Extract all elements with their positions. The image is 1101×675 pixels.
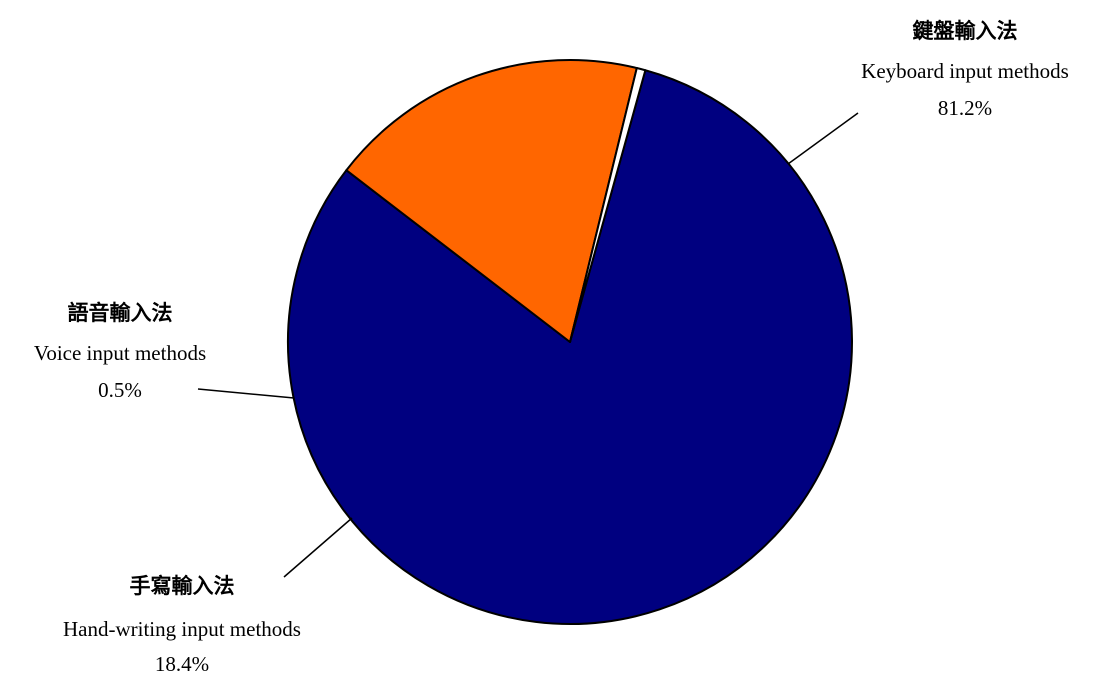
slice-value-label-handwriting: 18.4% bbox=[155, 652, 209, 675]
slice-label-zh-handwriting: 手寫輸入法 bbox=[130, 574, 235, 598]
slice-label-zh-keyboard: 鍵盤輸入法 bbox=[913, 19, 1018, 43]
slice-label-en-keyboard: Keyboard input methods bbox=[861, 59, 1069, 83]
slice-label-en-handwriting: Hand-writing input methods bbox=[63, 617, 301, 641]
leader-line-voice bbox=[198, 389, 294, 398]
slice-value-label-keyboard: 81.2% bbox=[938, 96, 992, 120]
slice-value-label-voice: 0.5% bbox=[98, 378, 142, 402]
slice-label-en-voice: Voice input methods bbox=[34, 341, 206, 365]
leader-line-handwriting bbox=[284, 518, 352, 577]
slice-label-zh-voice: 語音輸入法 bbox=[68, 301, 173, 325]
pie-slices bbox=[288, 60, 852, 624]
leader-line-keyboard bbox=[788, 113, 858, 164]
